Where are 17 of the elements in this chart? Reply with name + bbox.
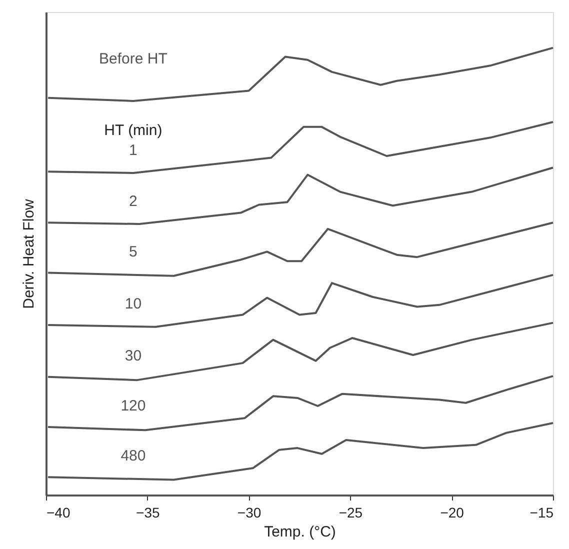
x-tick-label: −30 [237,504,262,520]
series-label: 1 [129,142,138,160]
series-label: 10 [124,296,142,313]
x-tick-label: −25 [338,504,363,520]
x-tick-label: −20 [440,504,464,520]
series-label: 2 [129,193,138,210]
x-tick-label: −35 [136,504,160,520]
x-axis-title: Temp. (°C) [264,524,336,540]
series-label: 480 [120,448,146,465]
series-label: 120 [120,398,146,415]
x-tick-label: −15 [530,504,554,520]
text: Before HT [99,50,168,68]
series-label: 30 [124,348,142,365]
x-tick-label: −40 [46,504,70,520]
series-label: 5 [129,243,138,260]
annotation: HT (min) [104,122,162,140]
y-axis-title: Deriv. Heat Flow [20,198,38,309]
